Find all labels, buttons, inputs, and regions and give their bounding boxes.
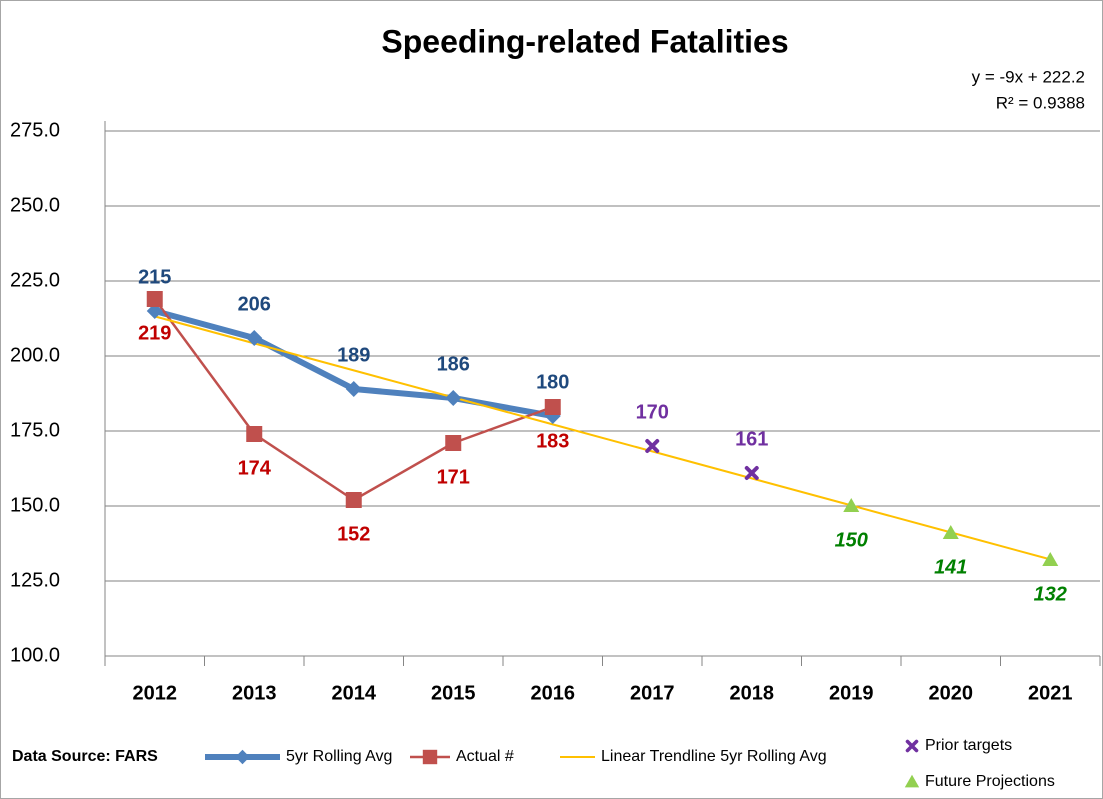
legend-item: Prior targets — [905, 737, 1012, 754]
x-marker — [645, 439, 660, 453]
diamond-marker — [246, 330, 263, 346]
legend-label: Future Projections — [925, 773, 1055, 790]
legend-item: Linear Trendline 5yr Rolling Avg — [560, 748, 827, 765]
data-label: 141 — [934, 556, 967, 578]
data-label: 186 — [437, 353, 470, 375]
square-marker — [544, 399, 561, 415]
square-marker — [445, 435, 462, 451]
diamond-marker — [235, 749, 250, 765]
triangle-marker — [1042, 552, 1059, 566]
x-tick-label: 2014 — [332, 682, 377, 704]
y-tick-label: 225.0 — [10, 269, 60, 291]
data-label: 161 — [735, 428, 768, 450]
series-line — [154, 315, 1051, 561]
triangle-marker — [942, 525, 959, 539]
triangle-marker — [843, 498, 860, 512]
data-label: 174 — [238, 457, 272, 479]
x-tick-label: 2019 — [829, 682, 874, 704]
y-tick-label: 175.0 — [10, 419, 60, 441]
diamond-marker — [445, 390, 462, 406]
y-tick-label: 275.0 — [10, 119, 60, 141]
x-tick-label: 2017 — [630, 682, 675, 704]
square-marker — [146, 291, 163, 307]
y-tick-label: 200.0 — [10, 344, 60, 366]
diamond-marker — [345, 381, 362, 397]
legend-item: Future Projections — [904, 773, 1055, 790]
x-tick-label: 2021 — [1028, 682, 1073, 704]
legend-label: Linear Trendline 5yr Rolling Avg — [601, 748, 827, 765]
x-marker — [744, 466, 759, 480]
data-label: 206 — [238, 293, 271, 315]
data-label: 215 — [138, 266, 171, 288]
data-label: 219 — [138, 322, 171, 344]
x-tick-label: 2018 — [730, 682, 775, 704]
square-marker — [246, 426, 263, 442]
x-tick-label: 2016 — [531, 682, 576, 704]
legend-label: Prior targets — [925, 737, 1012, 754]
data-label: 170 — [636, 401, 669, 423]
x-tick-label: 2012 — [133, 682, 178, 704]
x-tick-label: 2020 — [929, 682, 974, 704]
data-label: 189 — [337, 344, 370, 366]
y-tick-label: 125.0 — [10, 569, 60, 591]
data-label: 152 — [337, 523, 370, 545]
x-tick-label: 2015 — [431, 682, 476, 704]
legend-label: 5yr Rolling Avg — [286, 748, 392, 765]
y-tick-label: 150.0 — [10, 494, 60, 516]
data-label: 132 — [1034, 583, 1067, 605]
legend-item: Actual # — [410, 748, 514, 765]
data-label: 180 — [536, 371, 569, 393]
trend-r2: R² = 0.9388 — [996, 93, 1085, 112]
square-marker — [422, 749, 438, 765]
data-label: 150 — [835, 529, 868, 551]
data-label: 183 — [536, 430, 569, 452]
y-tick-label: 100.0 — [10, 644, 60, 666]
x-marker — [905, 739, 919, 753]
data-source: Data Source: FARS — [12, 748, 158, 765]
x-tick-label: 2013 — [232, 682, 277, 704]
legend-item: 5yr Rolling Avg — [205, 748, 392, 765]
y-tick-label: 250.0 — [10, 194, 60, 216]
chart-title: Speeding-related Fatalities — [381, 23, 788, 59]
data-label: 171 — [437, 466, 470, 488]
trend-equation: y = -9x + 222.2 — [972, 67, 1085, 86]
legend-label: Actual # — [456, 748, 514, 765]
triangle-marker — [904, 774, 920, 788]
square-marker — [345, 492, 362, 508]
